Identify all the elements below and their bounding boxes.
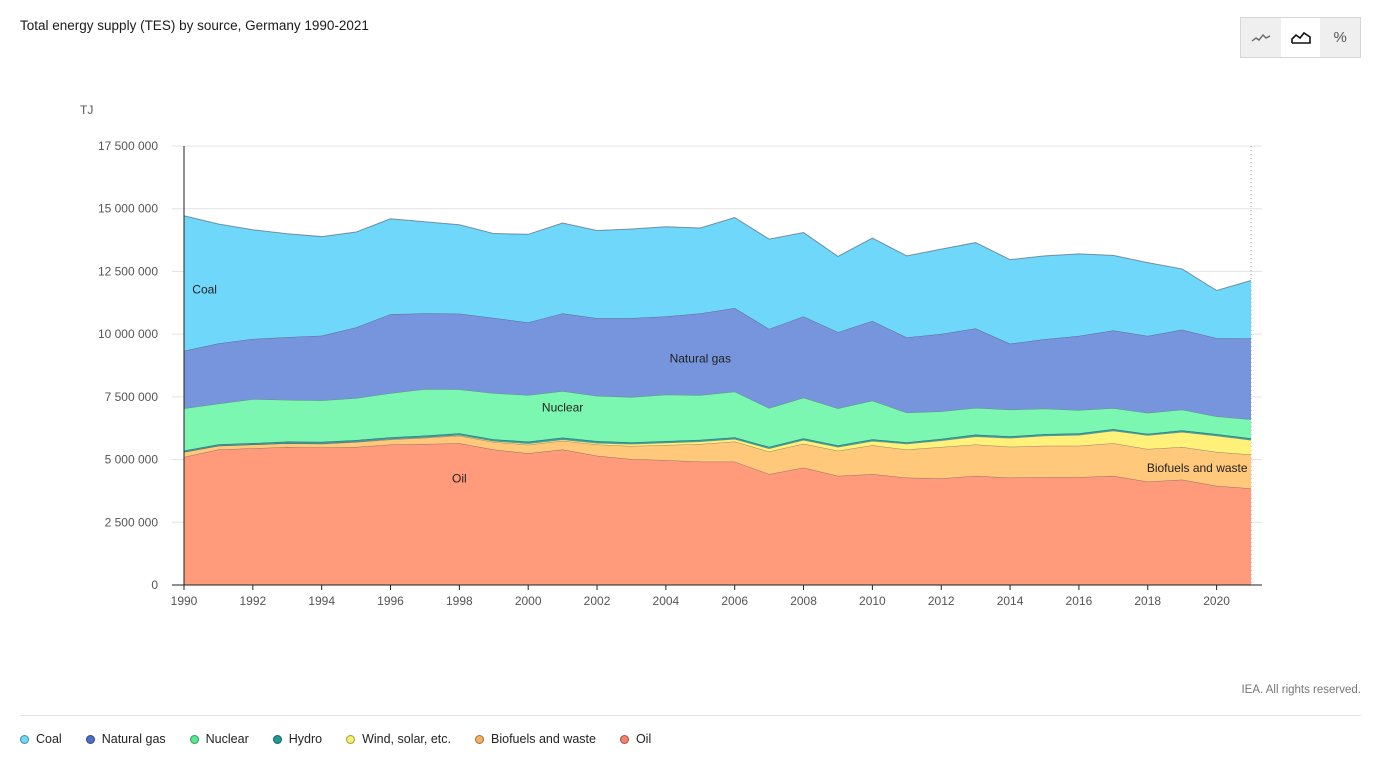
x-tick-label: 2016 (1066, 594, 1093, 608)
area-natural-gas (184, 308, 1251, 420)
x-tick-label: 2000 (515, 594, 542, 608)
y-tick-label: 0 (151, 578, 158, 592)
area-chart-button[interactable] (1280, 18, 1321, 57)
y-tick-label: 2 500 000 (105, 515, 159, 529)
series-labels: Oil Biofuels and waste Nuclear Natural gas C… (192, 283, 1248, 486)
x-tick-label: 2014 (997, 594, 1024, 608)
legend-item-natural-gas[interactable]: Natural gas (85, 732, 166, 746)
x-tick-label: 1994 (308, 594, 335, 608)
legend-label: Oil (635, 732, 652, 746)
y-axis-unit-label: TJ (80, 103, 93, 117)
y-tick-label: 5 000 000 (105, 453, 159, 467)
y-axis-ticks: 0 2 500 000 5 000 000 7 500 000 10 000 000 12… (98, 139, 158, 592)
area-wind-solar-etc (184, 430, 1251, 455)
x-axis-ticks: 1990 1992 1994 1996 1998 2000 2002 2004 2006 2008… (171, 146, 1262, 608)
x-tick-label: 2002 (584, 594, 611, 608)
area-biofuels-and-waste (184, 435, 1251, 489)
line-chart-icon (1251, 33, 1271, 42)
legend-item-biofuels-waste[interactable]: Biofuels and waste (475, 732, 596, 746)
x-tick-label: 2008 (790, 594, 817, 608)
legend-label: Nuclear (205, 732, 249, 746)
legend-label: Coal (36, 732, 62, 746)
credit-text: IEA. All rights reserved. (1241, 684, 1361, 696)
legend-swatch (619, 734, 629, 744)
x-tick-label: 1990 (171, 594, 198, 608)
series-label: Natural gas (670, 351, 731, 365)
area-coal (184, 215, 1251, 351)
x-tick-label: 2018 (1134, 594, 1161, 608)
x-tick-label: 2012 (928, 594, 955, 608)
chart-type-toolbar: % (1240, 17, 1361, 58)
y-tick-label: 15 000 000 (98, 202, 158, 216)
legend-swatch (272, 734, 282, 744)
x-tick-label: 1998 (446, 594, 473, 608)
x-tick-label: 1992 (239, 594, 266, 608)
area-hydro (184, 428, 1251, 453)
legend-label: Biofuels and waste (491, 732, 596, 746)
series-label: Coal (192, 283, 217, 297)
area-edge-coal (183, 215, 1252, 292)
y-tick-label: 10 000 000 (98, 327, 158, 341)
line-chart-button[interactable] (1241, 18, 1281, 57)
percent-icon: % (1333, 29, 1347, 46)
area-nuclear (184, 389, 1251, 451)
series-label: Nuclear (542, 400, 583, 414)
y-tick-label: 12 500 000 (98, 264, 158, 278)
legend-label: Wind, solar, etc. (362, 732, 452, 746)
percent-button[interactable]: % (1320, 18, 1360, 57)
area-oil (184, 443, 1251, 585)
y-tick-label: 17 500 000 (98, 139, 158, 153)
series-label: Biofuels and waste (1147, 461, 1248, 475)
x-tick-label: 2020 (1203, 594, 1230, 608)
legend-item-coal[interactable]: Coal (20, 732, 62, 746)
legend-swatch (85, 734, 95, 744)
area-chart-icon (1290, 31, 1311, 44)
x-tick-label: 2006 (721, 594, 748, 608)
legend-item-nuclear[interactable]: Nuclear (189, 732, 249, 746)
legend-swatch (475, 734, 485, 744)
legend-label: Natural gas (101, 732, 166, 746)
legend-label: Hydro (288, 732, 323, 746)
legend-divider (20, 715, 1361, 716)
stacked-area-chart: TJ 0 2 500 000 5 000 000 7 500 000 10 000 00… (80, 103, 1262, 608)
y-tick-label: 7 500 000 (105, 390, 159, 404)
x-tick-label: 2004 (653, 594, 680, 608)
legend-item-oil[interactable]: Oil (619, 732, 652, 746)
legend: Coal Natural gas Nuclear Hydro Wind, sol… (20, 732, 651, 746)
legend-swatch (346, 734, 356, 744)
x-tick-label: 1996 (377, 594, 404, 608)
series-label: Oil (452, 472, 467, 486)
series-areas (183, 215, 1252, 585)
legend-swatch (20, 734, 29, 744)
x-tick-label: 2010 (859, 594, 886, 608)
legend-item-hydro[interactable]: Hydro (272, 732, 323, 746)
legend-swatch (189, 734, 199, 744)
chart-title: Total energy supply (TES) by source, Ger… (20, 18, 369, 33)
legend-item-wind-solar[interactable]: Wind, solar, etc. (346, 732, 451, 746)
